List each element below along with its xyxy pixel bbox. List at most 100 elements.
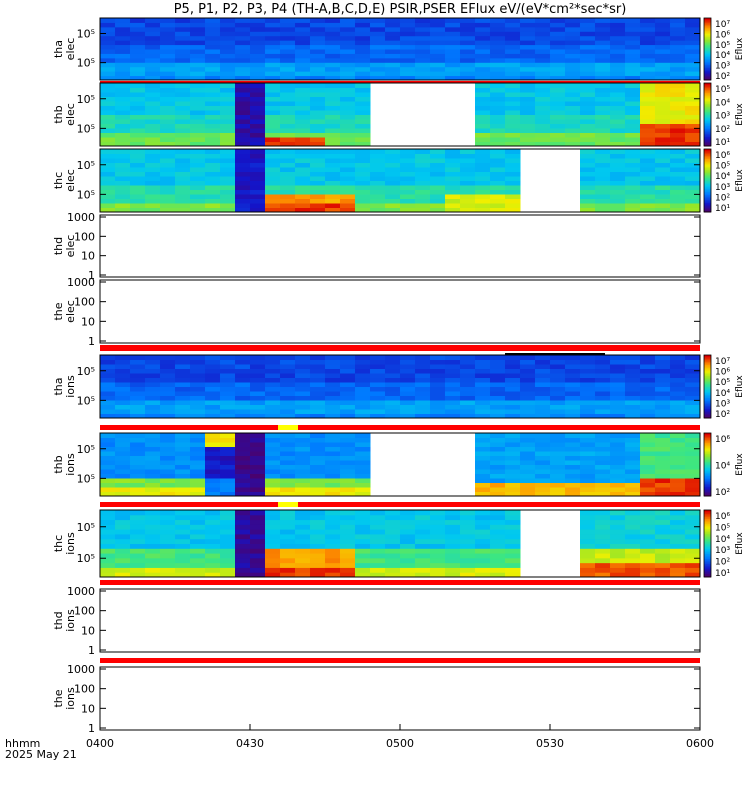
spectrogram-cell [685, 543, 701, 549]
spectrogram-cell [325, 171, 341, 177]
spectrogram-cell [355, 18, 371, 23]
spectrogram-cell [145, 562, 161, 568]
spectrogram-cell [265, 92, 281, 97]
y-tick-label: 10 [81, 702, 95, 715]
spectrogram-cell [220, 57, 236, 63]
spectrogram-cell [490, 548, 506, 554]
colorbar-segment [704, 565, 711, 568]
spectrogram-cell [355, 548, 371, 554]
colorbar-segment [704, 62, 711, 65]
spectrogram-cell [580, 404, 596, 410]
spectrogram-cell [310, 53, 326, 59]
spectrogram-cell [130, 460, 146, 465]
colorbar-segment [704, 98, 711, 101]
spectrogram-cell [535, 128, 551, 133]
spectrogram-cell [310, 153, 326, 159]
spectrogram-cell [115, 40, 131, 46]
colorbar-segment [704, 161, 711, 164]
spectrogram-cell [310, 373, 326, 378]
spectrogram-cell [655, 391, 671, 396]
colorbar-segment [704, 399, 711, 402]
spectrogram-cell [520, 31, 536, 37]
spectrogram-cell [415, 514, 431, 521]
spectrogram-cell [280, 572, 296, 578]
spectrogram-cell [295, 364, 311, 369]
spectrogram-cell [175, 446, 191, 452]
colorbar-segment [704, 76, 711, 79]
spectrogram-cell [670, 464, 686, 470]
spectrogram-cell [145, 487, 161, 492]
spectrogram-cell [190, 464, 206, 470]
spectrogram-cell [625, 514, 641, 521]
spectrogram-cell [415, 395, 431, 401]
spectrogram-cell [670, 149, 686, 154]
spectrogram-cell [280, 189, 296, 195]
spectrogram-cell [235, 53, 251, 59]
spectrogram-cell [250, 482, 266, 488]
y-tick-label: 10⁵ [77, 122, 95, 135]
spectrogram-cell [505, 123, 521, 129]
spectrogram-cell [250, 141, 266, 147]
colorbar-tick-label: 10⁵ [715, 523, 730, 533]
spectrogram-cell [595, 35, 611, 41]
spectrogram-cell [160, 364, 176, 369]
spectrogram-cell [175, 400, 191, 405]
spectrogram-cell [580, 149, 596, 154]
y-axis-label: elec [64, 38, 77, 61]
spectrogram-cell [250, 395, 266, 401]
spectrogram-cell [130, 373, 146, 378]
spectrogram-cell [220, 469, 236, 474]
spectrogram-cell [205, 553, 221, 559]
spectrogram-cell [580, 460, 596, 465]
spectrogram-cell [475, 382, 491, 387]
spectrogram-cell [160, 53, 176, 59]
spectrogram-cell [295, 162, 311, 168]
separator-bar [100, 658, 700, 663]
spectrogram-cell [625, 413, 641, 419]
y-tick-label: 1000 [67, 585, 95, 598]
spectrogram-cell [235, 373, 251, 378]
spectrogram-cell [340, 75, 356, 81]
spectrogram-cell [475, 460, 491, 465]
spectrogram-cell [145, 110, 161, 115]
spectrogram-cell [310, 469, 326, 474]
spectrogram-cell [640, 75, 656, 81]
spectrogram-cell [145, 533, 161, 540]
spectrogram-cell [520, 75, 536, 81]
spectrogram-cell [535, 92, 551, 97]
spectrogram-cell [355, 478, 371, 483]
spectrogram-cell [445, 194, 461, 199]
spectrogram-cell [115, 364, 131, 369]
spectrogram-cell [370, 49, 386, 54]
colorbar-segment [704, 511, 711, 514]
spectrogram-cell [445, 557, 461, 564]
spectrogram-cell [430, 529, 446, 535]
spectrogram-cell [355, 203, 371, 208]
spectrogram-cell [325, 510, 341, 516]
spectrogram-cell [475, 83, 491, 88]
spectrogram-cell [205, 26, 221, 32]
spectrogram-cell [250, 105, 266, 111]
spectrogram-cell [160, 553, 176, 559]
spectrogram-cell [655, 141, 671, 147]
spectrogram-cell [430, 368, 446, 374]
spectrogram-cell [535, 101, 551, 106]
spectrogram-cell [160, 44, 176, 50]
spectrogram-cell [295, 40, 311, 46]
spectrogram-cell [655, 189, 671, 195]
spectrogram-cell [550, 409, 566, 414]
spectrogram-cell [295, 514, 311, 521]
spectrogram-cell [490, 460, 506, 465]
spectrogram-cell [130, 543, 146, 549]
spectrogram-cell [625, 66, 641, 72]
spectrogram-cell [625, 510, 641, 516]
spectrogram-cell [160, 557, 176, 564]
spectrogram-cell [625, 153, 641, 159]
spectrogram-cell [475, 478, 491, 483]
spectrogram-cell [130, 171, 146, 177]
spectrogram-cell [445, 548, 461, 554]
spectrogram-cell [160, 198, 176, 204]
spectrogram-cell [400, 386, 416, 392]
spectrogram-cell [325, 141, 341, 147]
spectrogram-cell [160, 31, 176, 37]
